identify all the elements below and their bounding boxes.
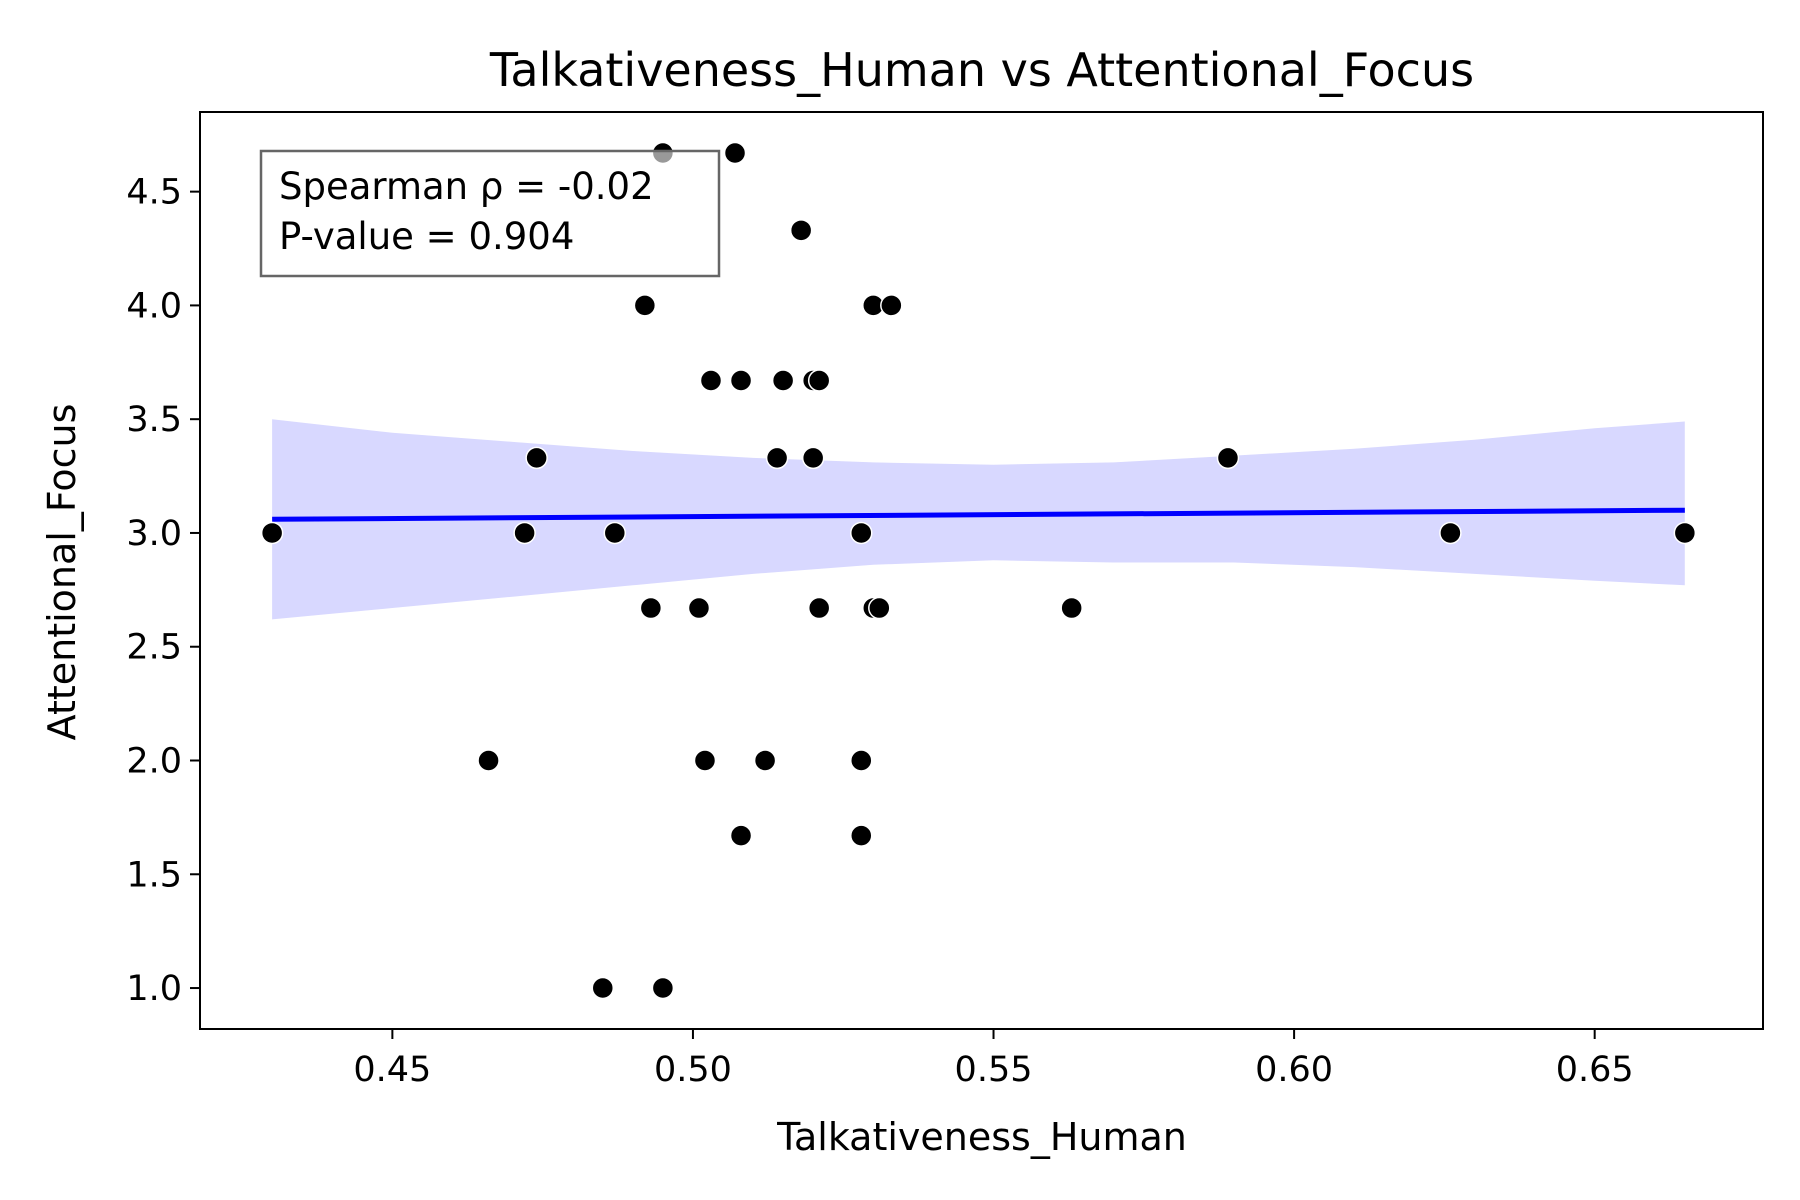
stats-annotation: Spearman ρ = -0.02 P-value = 0.904 bbox=[259, 149, 721, 278]
data-point bbox=[850, 521, 873, 545]
y-tick-label: 4.0 bbox=[126, 286, 182, 326]
confidence-band bbox=[272, 419, 1685, 620]
data-point bbox=[723, 141, 747, 165]
data-point bbox=[1060, 596, 1083, 620]
y-tick-label: 3.0 bbox=[126, 514, 182, 554]
y-tick-label: 2.5 bbox=[126, 628, 182, 668]
data-point bbox=[868, 596, 891, 620]
data-point bbox=[850, 749, 873, 772]
data-point bbox=[1439, 521, 1462, 545]
data-point bbox=[1673, 521, 1697, 545]
data-point bbox=[699, 369, 723, 392]
y-tick-label: 1.0 bbox=[126, 969, 182, 1009]
chart-title: Talkativeness_Human vs Attentional_Focus bbox=[489, 43, 1474, 97]
annotation-spearman: Spearman ρ = -0.02 bbox=[279, 165, 654, 208]
x-axis: 0.45 0.50 0.55 0.60 0.65 bbox=[353, 1029, 1634, 1090]
data-point bbox=[693, 749, 717, 772]
y-tick-label: 2.0 bbox=[126, 741, 182, 781]
x-tick-label: 0.45 bbox=[353, 1050, 431, 1090]
annotation-box bbox=[259, 149, 721, 278]
data-point bbox=[765, 446, 789, 470]
data-point bbox=[633, 294, 657, 317]
y-tick-label: 1.5 bbox=[126, 855, 182, 895]
data-point bbox=[771, 369, 795, 392]
data-point bbox=[729, 369, 753, 392]
plot-area bbox=[260, 141, 1697, 1000]
x-axis-label: Talkativeness_Human bbox=[776, 1115, 1187, 1159]
data-point bbox=[603, 521, 627, 545]
annotation-pvalue: P-value = 0.904 bbox=[279, 215, 574, 258]
data-point bbox=[477, 749, 500, 772]
y-axis: 1.0 1.5 2.0 2.5 3.0 3.5 4.0 4.5 bbox=[126, 173, 200, 1009]
data-point bbox=[1216, 446, 1240, 470]
data-point bbox=[513, 521, 536, 545]
data-point bbox=[807, 596, 831, 620]
regression-line bbox=[272, 507, 1685, 522]
data-point bbox=[729, 824, 753, 847]
data-point bbox=[789, 219, 813, 242]
data-point bbox=[591, 976, 615, 1000]
x-tick-label: 0.55 bbox=[955, 1050, 1033, 1090]
plot-frame bbox=[199, 111, 1764, 1030]
data-point bbox=[807, 369, 831, 392]
x-tick-label: 0.60 bbox=[1255, 1050, 1333, 1090]
data-point bbox=[880, 294, 903, 317]
x-tick-label: 0.65 bbox=[1556, 1050, 1634, 1090]
data-point bbox=[753, 749, 777, 772]
data-point bbox=[651, 976, 675, 1000]
y-tick-label: 4.5 bbox=[126, 173, 182, 213]
data-point bbox=[639, 596, 663, 620]
data-point bbox=[260, 521, 284, 545]
data-point bbox=[850, 824, 873, 847]
y-tick-label: 3.5 bbox=[126, 400, 182, 440]
data-point bbox=[801, 446, 825, 470]
y-axis-label: Attentional_Focus bbox=[40, 404, 84, 741]
data-point bbox=[687, 596, 711, 620]
data-point bbox=[525, 446, 548, 470]
x-tick-label: 0.50 bbox=[654, 1050, 732, 1090]
